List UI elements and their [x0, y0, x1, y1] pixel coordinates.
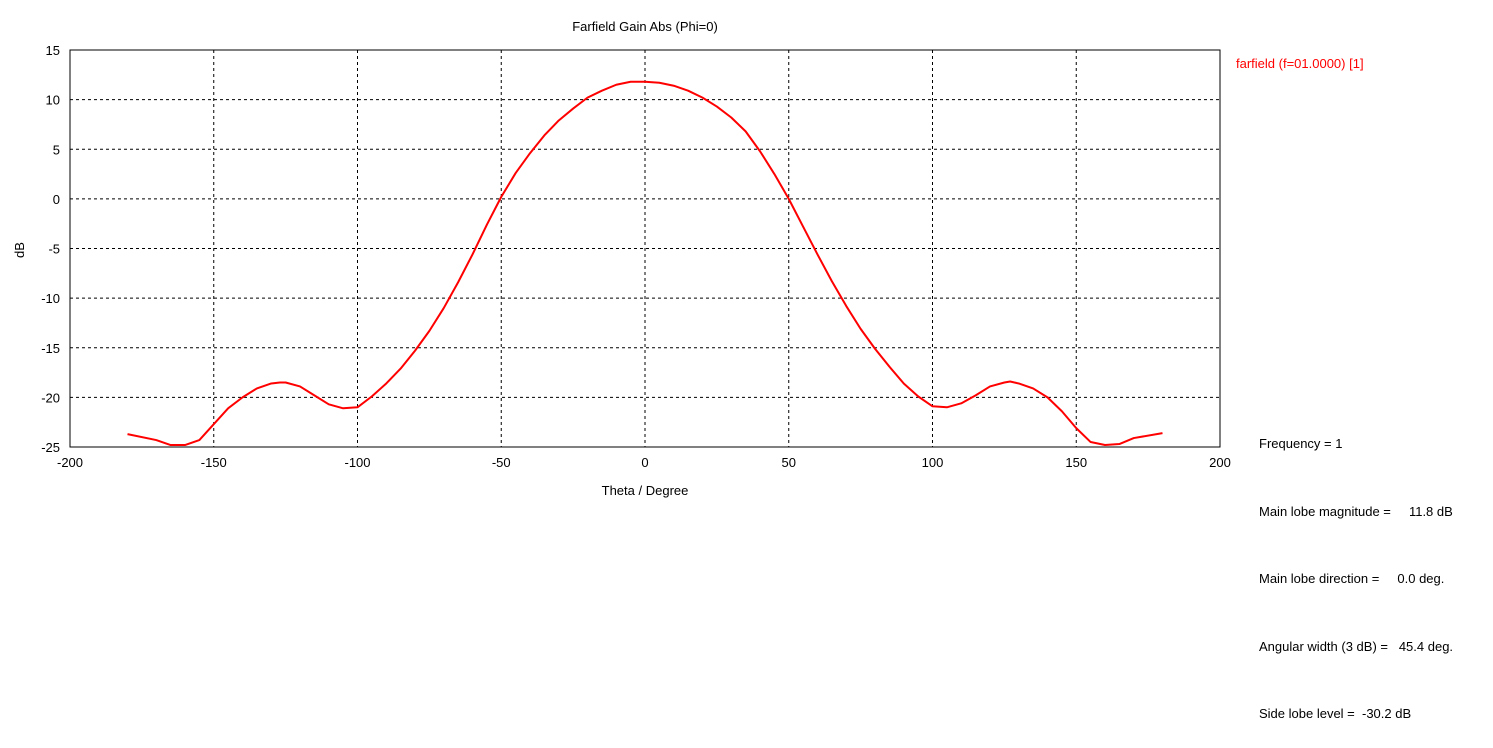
- y-tick-label: -5: [48, 242, 60, 257]
- y-tick-label: -25: [41, 440, 60, 455]
- y-tick-label: 5: [53, 142, 60, 157]
- series-line-farfield: [127, 80, 1163, 447]
- main-lobe-magnitude-text: Main lobe magnitude = 11.8 dB: [1259, 503, 1453, 519]
- side-lobe-level-text: Side lobe level = -30.2 dB: [1259, 706, 1412, 721]
- x-tick-label: -200: [57, 455, 83, 470]
- y-tick-label: 15: [46, 43, 60, 58]
- x-tick-label: 0: [641, 455, 648, 470]
- y-tick-label: -15: [41, 341, 60, 356]
- x-tick-label: 50: [782, 455, 796, 470]
- frequency-text: Frequency = 1: [1259, 436, 1343, 451]
- series-layer: [127, 80, 1163, 447]
- farfield-summary: Frequency = 1 Main lobe magnitude = 11.8…: [1259, 388, 1453, 748]
- angular-width-text: Angular width (3 dB) = 45.4 deg.: [1259, 638, 1454, 654]
- y-tick-label: -20: [41, 390, 60, 405]
- x-tick-label: 150: [1065, 455, 1087, 470]
- x-tick-label: -100: [344, 455, 370, 470]
- x-tick-label: -150: [201, 455, 227, 470]
- y-tick-label: 0: [53, 192, 60, 207]
- main-lobe-direction-text: Main lobe direction = 0.0 deg.: [1259, 571, 1445, 586]
- y-tick-label: 10: [46, 93, 60, 108]
- chart-title: Farfield Gain Abs (Phi=0): [572, 19, 718, 34]
- legend-entry: farfield (f=01.0000) [1]: [1236, 56, 1364, 71]
- y-axis-label: dB: [12, 242, 27, 258]
- x-axis-label: Theta / Degree: [602, 483, 689, 498]
- tick-labels: -200 -150 -100 -50 0 50 100 150 200151050-5-10-1…: [41, 43, 1231, 470]
- x-tick-label: -50: [492, 455, 511, 470]
- farfield-chart: Farfield Gain Abs (Phi=0) Theta / Degree…: [12, 19, 1231, 498]
- grid-lines: [70, 50, 1220, 447]
- plot-frame: [69, 49, 1221, 448]
- x-tick-label: 100: [922, 455, 944, 470]
- x-tick-label: 200: [1209, 455, 1231, 470]
- y-tick-label: -10: [41, 291, 60, 306]
